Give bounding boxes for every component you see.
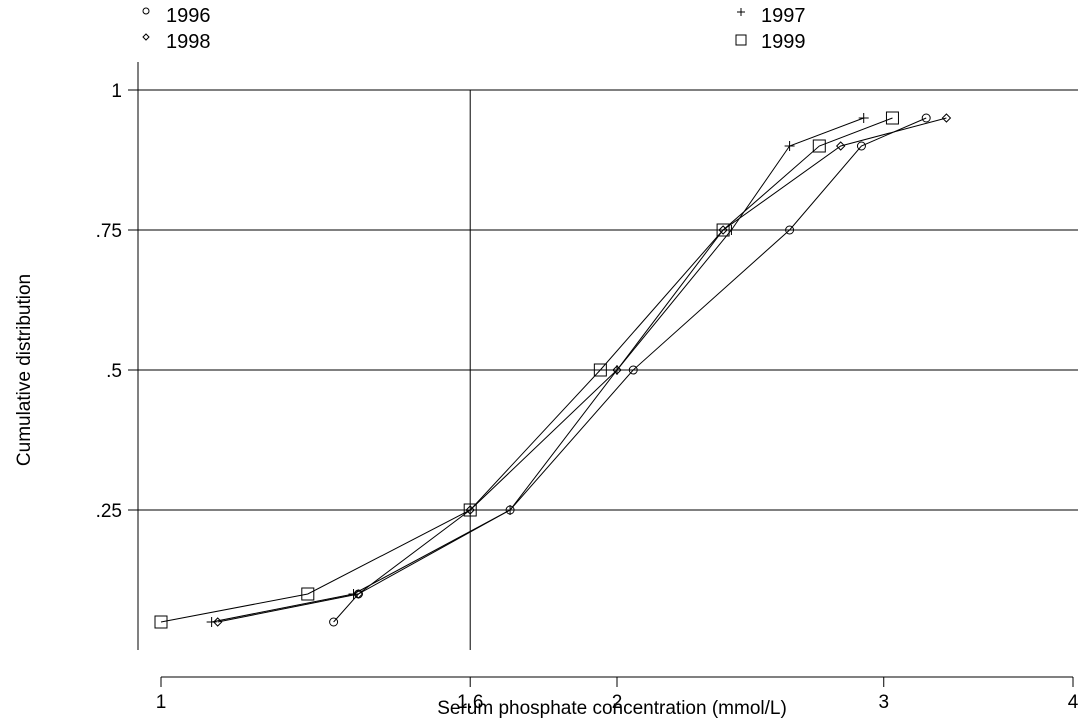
legend-label: 1996 <box>166 5 211 27</box>
data-point-1996 <box>921 113 931 123</box>
legend-label: 1998 <box>166 31 211 53</box>
series-line-1999 <box>160 117 893 623</box>
y-tick-label: .5 <box>106 361 122 382</box>
legend-label: 1997 <box>761 5 806 27</box>
y-axis-title: Cumulative distribution <box>14 274 35 466</box>
legend-item-1997: 1997 <box>737 5 806 27</box>
legend-marker <box>142 7 150 15</box>
data-point-1998 <box>941 113 952 123</box>
data-point-1997 <box>505 505 516 515</box>
x-tick-label: 3 <box>878 692 889 713</box>
series-line-1998 <box>217 117 947 623</box>
data-point-1996 <box>628 365 638 375</box>
data-point-1997 <box>206 617 217 627</box>
data-point-1999 <box>301 587 315 601</box>
data-point-1997 <box>858 113 869 123</box>
legend-marker <box>142 33 150 41</box>
series-layer <box>154 111 952 629</box>
legend-item-1998: 1998 <box>142 31 211 53</box>
data-point-1999 <box>154 615 168 629</box>
x-tick-label: 2 <box>612 692 623 713</box>
legend-item-1999: 1999 <box>735 31 806 53</box>
data-point-1998 <box>465 505 475 515</box>
data-point-1997 <box>784 141 795 151</box>
data-point-1999 <box>885 111 899 125</box>
legend-label: 1999 <box>761 31 806 53</box>
data-point-1999 <box>716 223 730 237</box>
axes: .25 .5 .75 1 1 1.6 2 3 4 <box>96 62 1079 713</box>
data-point-1999 <box>812 139 826 153</box>
legend-item-1996: 1996 <box>142 5 211 27</box>
data-point-1996 <box>329 617 339 627</box>
data-point-1998 <box>612 365 622 375</box>
data-point-1998 <box>212 617 223 627</box>
legend-marker <box>735 34 747 46</box>
data-point-1996 <box>785 225 795 235</box>
x-tick-label: 1.6 <box>457 692 483 713</box>
data-point-1999 <box>593 363 607 377</box>
data-point-1999 <box>463 503 477 517</box>
x-tick-label: 4 <box>1068 692 1079 713</box>
x-tick-label: 1 <box>156 692 167 713</box>
gridlines <box>138 89 1078 650</box>
data-point-1998 <box>353 589 364 599</box>
legend-marker <box>737 8 745 16</box>
data-point-1998 <box>835 141 846 151</box>
data-point-1996 <box>856 141 866 151</box>
series-1998 <box>212 113 952 627</box>
data-point-1997 <box>726 225 737 235</box>
y-tick-label: .75 <box>96 221 122 242</box>
x-axis-title: Serum phosphate concentration (mmol/L) <box>437 698 787 719</box>
y-tick-label: 1 <box>111 81 122 102</box>
legend: 1996 1997 1998 1999 <box>142 5 806 53</box>
y-tick-label: .25 <box>96 501 122 522</box>
data-point-1998 <box>718 225 728 235</box>
series-1999 <box>154 111 899 629</box>
